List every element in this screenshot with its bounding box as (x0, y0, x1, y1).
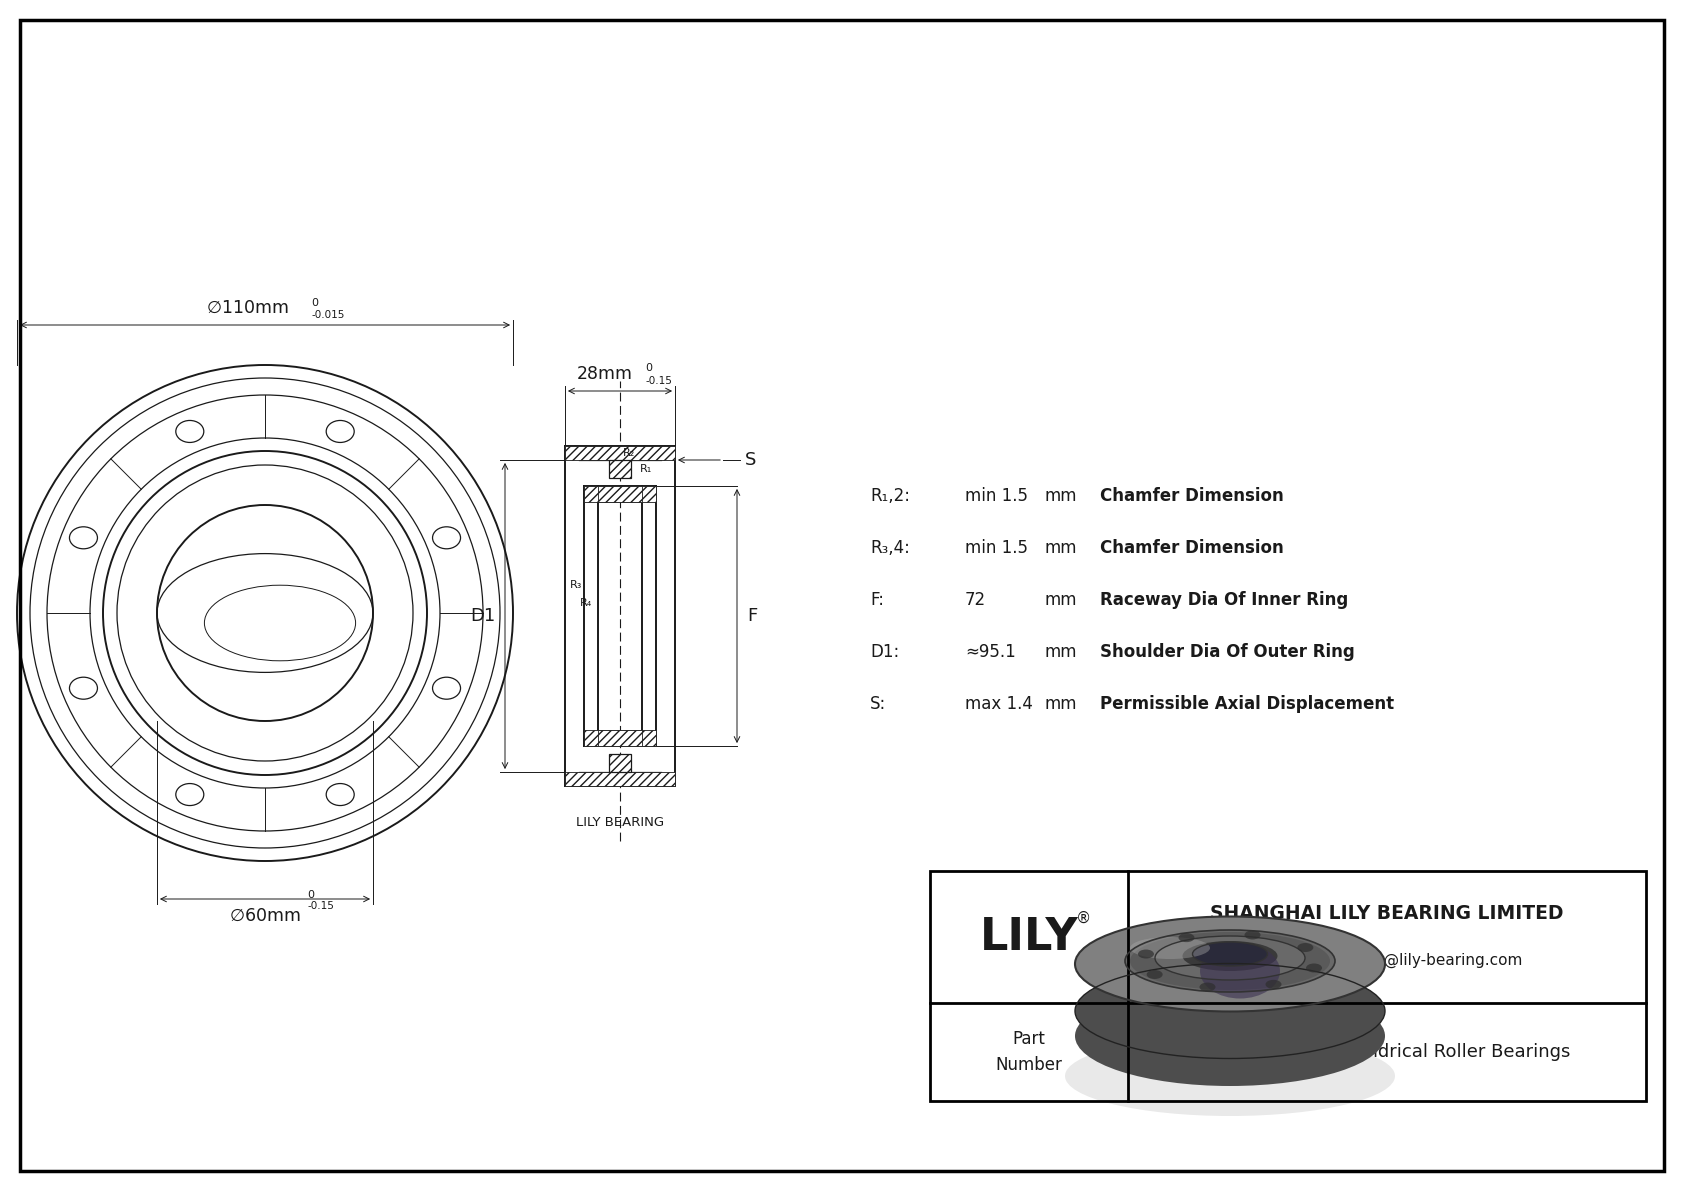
Text: Chamfer Dimension: Chamfer Dimension (1100, 487, 1283, 505)
Ellipse shape (1064, 1036, 1394, 1116)
Text: ®: ® (1076, 910, 1091, 925)
Text: min 1.5: min 1.5 (965, 540, 1027, 557)
Text: Permissible Axial Displacement: Permissible Axial Displacement (1100, 696, 1394, 713)
Text: -0.015: -0.015 (312, 310, 344, 320)
Text: Email: lilybearing@lily-bearing.com: Email: lilybearing@lily-bearing.com (1251, 953, 1522, 968)
Text: Raceway Dia Of Inner Ring: Raceway Dia Of Inner Ring (1100, 591, 1349, 609)
Text: F: F (748, 607, 758, 625)
Text: R₃,4:: R₃,4: (871, 540, 909, 557)
Ellipse shape (1307, 964, 1322, 973)
Text: F:: F: (871, 591, 884, 609)
Text: LILY: LILY (980, 916, 1078, 959)
Ellipse shape (1155, 936, 1305, 980)
Text: min 1.5: min 1.5 (965, 487, 1027, 505)
Ellipse shape (1130, 933, 1330, 990)
Ellipse shape (1192, 942, 1268, 966)
Text: NU 2212 ECM Cylindrical Roller Bearings: NU 2212 ECM Cylindrical Roller Bearings (1204, 1043, 1569, 1061)
Text: $\varnothing$110mm: $\varnothing$110mm (205, 299, 288, 317)
Text: R₁,2:: R₁,2: (871, 487, 909, 505)
Ellipse shape (1182, 941, 1278, 971)
Text: Part
Number: Part Number (995, 1030, 1063, 1073)
Text: R₁: R₁ (640, 464, 652, 474)
Text: -0.15: -0.15 (645, 376, 672, 386)
Ellipse shape (1130, 937, 1211, 959)
Ellipse shape (1147, 969, 1162, 979)
Text: mm: mm (1046, 696, 1078, 713)
Bar (584, 486, 657, 501)
Text: 28mm: 28mm (578, 364, 633, 384)
Ellipse shape (1074, 917, 1384, 1011)
Text: R₂: R₂ (623, 448, 635, 459)
Ellipse shape (1297, 943, 1314, 952)
Ellipse shape (1201, 943, 1280, 998)
Text: Shoulder Dia Of Outer Ring: Shoulder Dia Of Outer Ring (1100, 643, 1354, 661)
Text: D1: D1 (470, 607, 495, 625)
Text: ≈95.1: ≈95.1 (965, 643, 1015, 661)
Text: mm: mm (1046, 643, 1078, 661)
Ellipse shape (1244, 930, 1261, 940)
Ellipse shape (1199, 983, 1216, 992)
Text: mm: mm (1046, 591, 1078, 609)
Bar (566, 445, 675, 460)
Text: mm: mm (1046, 487, 1078, 505)
Text: $\varnothing$60mm: $\varnothing$60mm (229, 908, 301, 925)
Bar (610, 460, 632, 478)
Ellipse shape (1138, 949, 1154, 959)
Text: 0: 0 (306, 890, 313, 900)
Ellipse shape (1125, 930, 1335, 992)
Ellipse shape (1074, 986, 1384, 1086)
Text: mm: mm (1046, 540, 1078, 557)
Bar (598, 486, 642, 501)
Text: max 1.4: max 1.4 (965, 696, 1032, 713)
Ellipse shape (1074, 964, 1384, 1059)
Bar (930, 871, 1645, 1100)
Text: D1:: D1: (871, 643, 899, 661)
Bar (584, 730, 657, 746)
Text: Chamfer Dimension: Chamfer Dimension (1100, 540, 1283, 557)
Text: -0.15: -0.15 (306, 902, 333, 911)
Ellipse shape (1265, 980, 1282, 989)
Text: LILY BEARING: LILY BEARING (576, 816, 663, 829)
Bar (566, 772, 675, 786)
Bar (598, 730, 642, 746)
Text: S: S (744, 451, 756, 469)
Ellipse shape (1179, 933, 1194, 942)
Text: 0: 0 (645, 363, 652, 373)
Text: 0: 0 (312, 298, 318, 308)
Text: SHANGHAI LILY BEARING LIMITED: SHANGHAI LILY BEARING LIMITED (1211, 904, 1564, 923)
Bar (610, 754, 632, 772)
Text: R₃: R₃ (569, 580, 583, 590)
Text: 72: 72 (965, 591, 987, 609)
Text: S:: S: (871, 696, 886, 713)
Text: R₄: R₄ (579, 598, 593, 607)
